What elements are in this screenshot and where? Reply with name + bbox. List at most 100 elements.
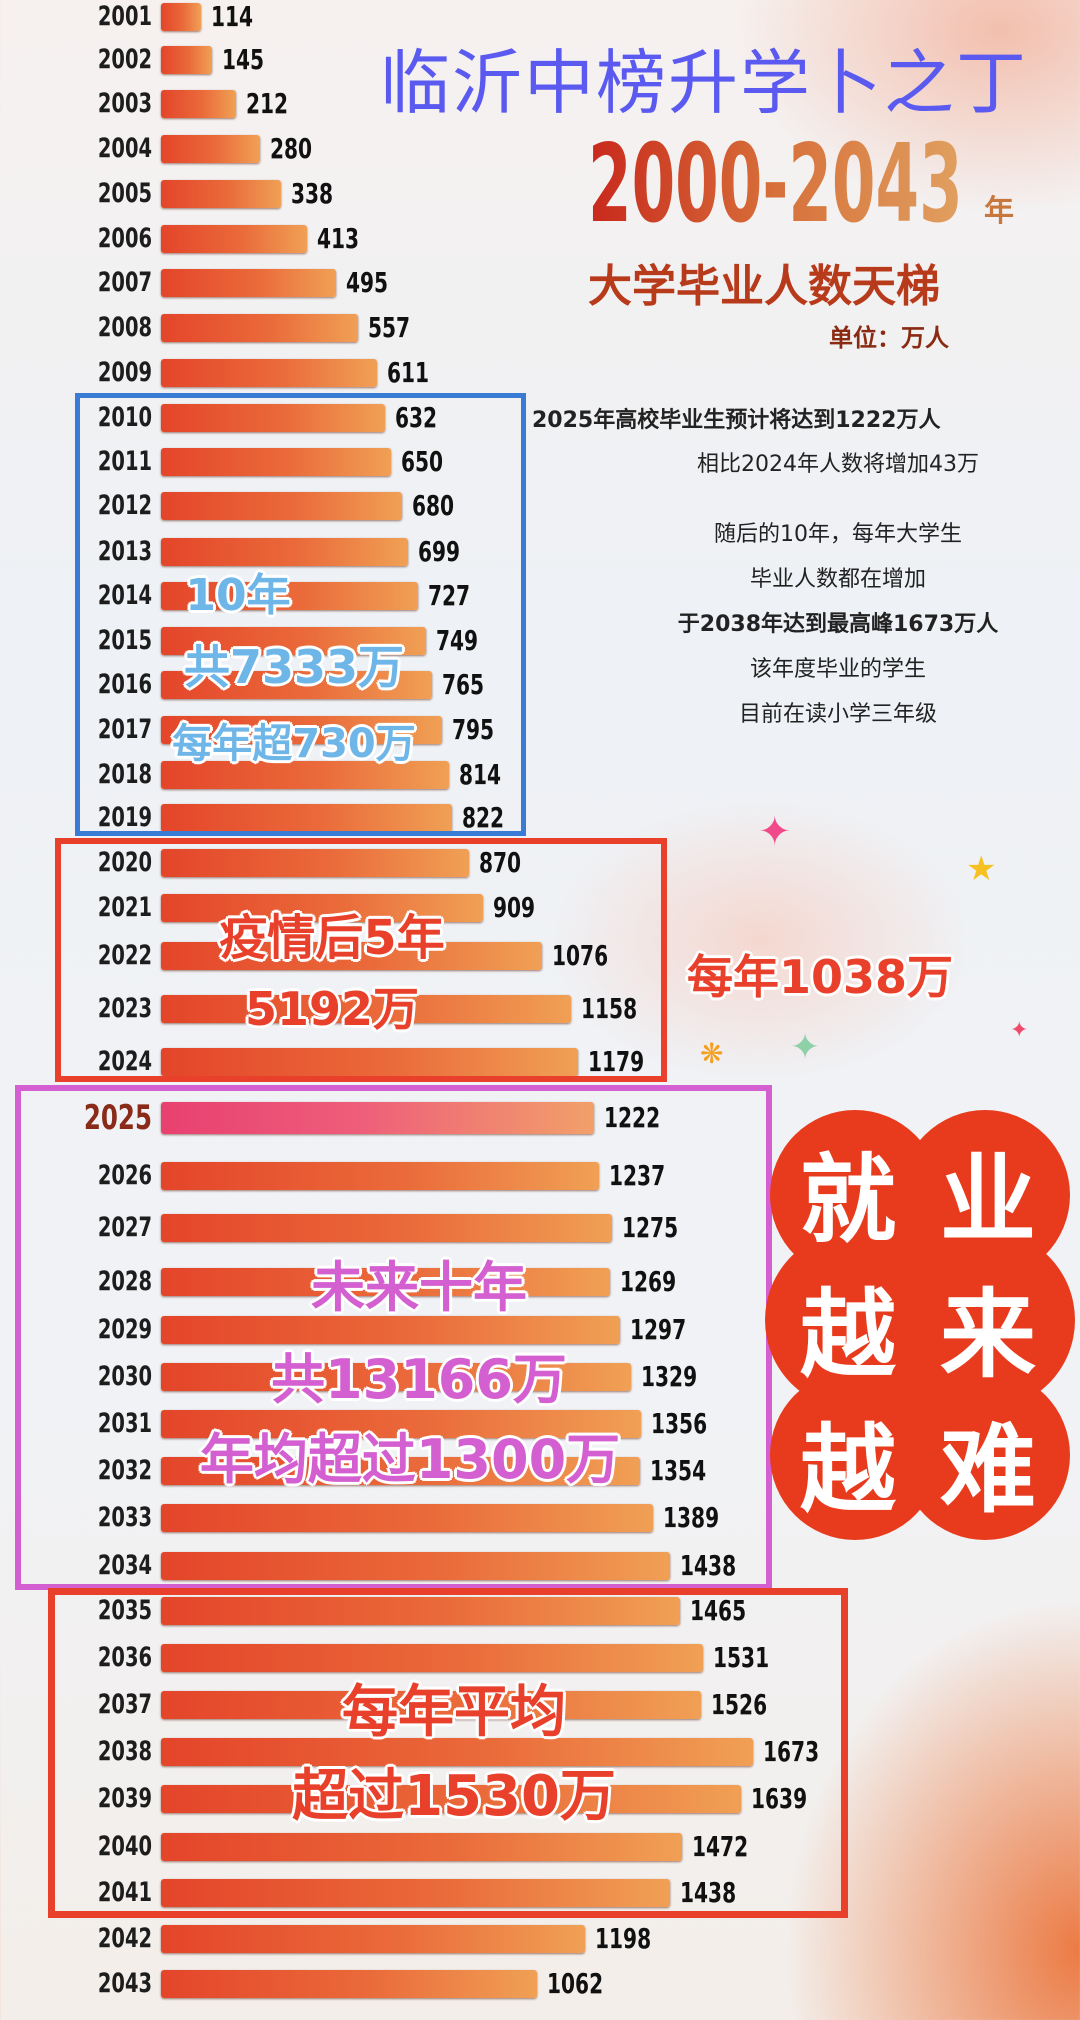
value-label-2038: 1673	[763, 1735, 820, 1769]
bar-2026	[161, 1162, 599, 1191]
year-label-2005: 2005	[97, 178, 152, 210]
bar-2006	[161, 225, 308, 254]
value-label-2030: 1329	[641, 1360, 698, 1394]
year-label-2035: 2035	[97, 1594, 152, 1626]
bar-2014	[161, 582, 419, 611]
year-label-2026: 2026	[97, 1160, 152, 1192]
year-label-2022: 2022	[97, 939, 152, 971]
star-icon: ★	[966, 849, 997, 889]
bar-2039	[161, 1784, 742, 1813]
year-label-2015: 2015	[97, 625, 152, 657]
value-label-2004: 280	[270, 131, 313, 165]
year-label-2034: 2034	[97, 1549, 152, 1581]
bar-2001	[161, 3, 202, 32]
year-label-2009: 2009	[97, 357, 152, 389]
title-suffix: 年	[984, 194, 1014, 229]
value-label-2042: 1198	[595, 1922, 652, 1956]
value-label-2024: 1179	[588, 1044, 645, 1078]
title-range-text: 2000-2043	[588, 122, 963, 247]
bar-2040	[161, 1832, 683, 1861]
bar-2027	[161, 1213, 613, 1242]
value-label-2029: 1297	[630, 1312, 687, 1346]
badge-char: 越	[800, 1279, 896, 1391]
bar-2023	[161, 994, 571, 1023]
value-label-2037: 1526	[711, 1687, 768, 1721]
year-label-2027: 2027	[97, 1211, 152, 1243]
bar-2021	[161, 894, 483, 923]
value-label-2034: 1438	[680, 1548, 737, 1582]
value-label-2012: 680	[411, 488, 454, 522]
bar-2024	[161, 1047, 579, 1076]
bar-2035	[161, 1596, 680, 1625]
bar-2037	[161, 1690, 702, 1719]
bar-2031	[161, 1409, 642, 1438]
year-label-2006: 2006	[97, 223, 152, 255]
value-label-2006: 413	[317, 222, 360, 256]
value-label-2025: 1222	[603, 1101, 660, 1135]
year-label-2032: 2032	[97, 1455, 152, 1487]
year-label-2036: 2036	[97, 1642, 152, 1674]
value-label-2016: 765	[441, 668, 484, 702]
watermark: 临沂中榜升学卜之丁	[380, 42, 1028, 124]
annotation-red2-1: 每年平均	[342, 1680, 566, 1745]
bar-2010	[161, 404, 385, 433]
bar-2002	[161, 46, 213, 74]
bar-2030	[161, 1363, 632, 1392]
year-label-2004: 2004	[97, 132, 152, 164]
year-label-2019: 2019	[97, 801, 152, 833]
annotation-red2-2: 超过1530万	[292, 1764, 616, 1829]
bar-2008	[161, 314, 359, 343]
value-label-2023: 1158	[580, 991, 638, 1025]
value-label-2043: 1062	[546, 1967, 604, 2001]
value-label-2008: 557	[368, 311, 411, 345]
note-line: 于2038年达到最高峰1673万人	[677, 612, 999, 637]
bar-2013	[161, 538, 409, 567]
value-label-2033: 1389	[662, 1500, 719, 1534]
badge-char: 越	[800, 1414, 896, 1526]
value-label-2041: 1438	[680, 1875, 737, 1909]
bar-2011	[161, 448, 392, 477]
value-label-2011: 650	[401, 445, 444, 479]
value-label-2026: 1237	[608, 1159, 666, 1193]
value-label-2040: 1472	[692, 1829, 749, 1863]
badge-blob	[830, 1180, 1010, 1480]
year-label-2017: 2017	[97, 714, 152, 746]
year-label-2038: 2038	[97, 1736, 152, 1768]
note-line: 目前在读小学三年级	[738, 702, 938, 727]
year-label-2020: 2020	[97, 847, 152, 879]
sparkle-icon: ✦	[1010, 1018, 1029, 1043]
year-label-2011: 2011	[97, 446, 152, 478]
bar-2004	[161, 134, 261, 163]
bar-2005	[161, 180, 281, 209]
year-label-2021: 2021	[97, 892, 152, 924]
bar-2041	[161, 1878, 671, 1907]
annotation-blue-1: 10年	[185, 570, 291, 621]
bar-2015	[161, 627, 427, 656]
year-label-2003: 2003	[97, 87, 152, 119]
group-box-2035-2041	[48, 1588, 848, 1918]
value-label-2007: 495	[346, 266, 389, 299]
year-label-2030: 2030	[97, 1361, 152, 1393]
year-label-2001: 2001	[97, 1, 152, 33]
bar-2028	[161, 1267, 611, 1296]
star-icon: ✦	[758, 809, 792, 855]
badge-char: 业	[940, 1144, 1036, 1256]
value-label-2027: 1275	[622, 1210, 679, 1244]
value-label-2032: 1354	[650, 1454, 707, 1488]
year-label-2013: 2013	[97, 536, 152, 568]
value-label-2028: 1269	[620, 1264, 677, 1298]
bar-2036	[161, 1644, 703, 1673]
bar-2017	[161, 716, 443, 745]
annotation-blue-3: 每年超730万	[172, 721, 416, 767]
annotation-blue-2: 共7333万	[183, 640, 405, 694]
year-label-2025: 2025	[83, 1098, 152, 1139]
bar-2016	[161, 671, 432, 700]
year-label-2037: 2037	[97, 1688, 152, 1720]
value-label-2021: 909	[492, 891, 535, 925]
value-label-2009: 611	[387, 356, 430, 390]
year-label-2018: 2018	[97, 759, 152, 791]
value-label-2017: 795	[452, 713, 495, 747]
year-label-2040: 2040	[97, 1830, 152, 1862]
value-label-2020: 870	[478, 846, 522, 880]
year-label-2033: 2033	[97, 1501, 152, 1533]
